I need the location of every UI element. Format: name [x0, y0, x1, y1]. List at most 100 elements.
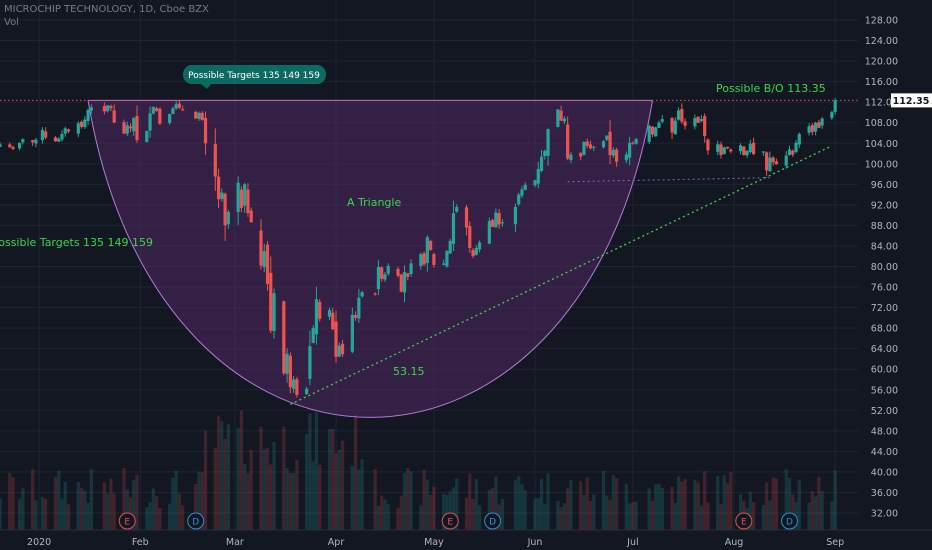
- earnings-marker[interactable]: [118, 512, 136, 530]
- candle-body: [738, 145, 743, 152]
- volume-bar: [383, 499, 387, 530]
- volume-bar: [624, 484, 628, 530]
- event-marker-label: E: [124, 518, 130, 528]
- volume-bar: [813, 496, 818, 530]
- candle-body: [745, 150, 749, 156]
- y-tick-label: 124.00: [865, 36, 898, 47]
- volume-bar: [585, 477, 589, 530]
- volume-bar: [566, 488, 570, 530]
- x-tick-label: May: [424, 537, 444, 548]
- volume-bar: [350, 465, 354, 530]
- earnings-marker[interactable]: [735, 512, 753, 530]
- volume-bar: [57, 470, 61, 530]
- volume-bar: [269, 464, 273, 530]
- candle-body: [742, 146, 746, 156]
- candle-body: [402, 272, 407, 293]
- volume-bar: [660, 487, 664, 530]
- price-axis[interactable]: 128.00 124.00 120.00 116.00 112.00 108.00 104.…: [865, 16, 898, 520]
- candle-body: [135, 115, 139, 141]
- candle-body: [513, 206, 518, 225]
- candle-body: [259, 230, 263, 266]
- volume-bar: [86, 502, 90, 530]
- volume-bar: [357, 469, 361, 530]
- candle-body: [63, 128, 67, 134]
- candle-body: [148, 113, 152, 131]
- candle-body: [122, 122, 126, 134]
- volume-bar: [8, 472, 12, 530]
- candle-body: [500, 222, 505, 224]
- candle-body: [223, 193, 227, 226]
- candle-body: [331, 312, 335, 330]
- candle-body: [236, 182, 240, 213]
- candle-body: [706, 139, 710, 151]
- volume-bar: [311, 461, 315, 530]
- candle-body: [386, 265, 390, 274]
- candle-body: [813, 122, 818, 132]
- candle-body: [112, 110, 116, 123]
- volume-bar: [830, 501, 834, 530]
- volume-bar: [112, 493, 116, 530]
- candle-body: [34, 139, 38, 144]
- candle-body: [194, 111, 198, 119]
- candle-body: [765, 152, 769, 171]
- candle-body: [272, 293, 276, 332]
- candle-body: [409, 263, 413, 274]
- volume-bar: [605, 495, 609, 530]
- volume-bar: [451, 487, 456, 530]
- candle-body: [810, 125, 814, 132]
- candle-body: [471, 249, 475, 257]
- time-axis[interactable]: 2020 Feb Mar Apr May Jun Jul Aug Sep: [0, 529, 932, 548]
- y-tick-label: 76.00: [871, 283, 898, 294]
- volume-bar: [448, 491, 452, 530]
- volume-bar: [432, 486, 436, 530]
- dividend-marker[interactable]: [484, 512, 502, 530]
- candle-body: [425, 237, 429, 263]
- volume-bar: [53, 477, 58, 530]
- volume-bar: [63, 481, 67, 530]
- candle-body: [566, 124, 570, 159]
- candle-body: [76, 123, 80, 134]
- candle-body: [226, 212, 230, 225]
- candle-body: [650, 126, 655, 135]
- dividend-marker[interactable]: [187, 512, 205, 530]
- candle-body: [269, 272, 273, 331]
- volume-bar: [399, 495, 403, 530]
- volume-bar: [631, 502, 635, 530]
- candle-body: [396, 268, 400, 276]
- volume-bar: [680, 481, 684, 530]
- candle-body: [305, 388, 309, 395]
- candle-body: [86, 109, 90, 122]
- volume-bar: [683, 479, 687, 530]
- candle-body: [53, 137, 58, 142]
- candle-body: [203, 117, 208, 144]
- earnings-marker[interactable]: [441, 512, 459, 530]
- volume-bar: [703, 471, 707, 530]
- candle-body: [132, 118, 136, 132]
- volume-bar: [197, 471, 201, 530]
- candle-body: [817, 122, 821, 128]
- volume-bar: [791, 494, 795, 530]
- candle-body: [158, 108, 162, 124]
- volume-bar: [200, 472, 204, 530]
- targets-callout[interactable]: Possible Targets 135 149 159: [183, 65, 326, 89]
- candle-body: [373, 293, 377, 295]
- volume-bar: [386, 504, 390, 530]
- volume-bar: [122, 468, 126, 530]
- volume-bar: [0, 498, 2, 530]
- volume-bar: [285, 468, 289, 530]
- y-tick-label: 60.00: [871, 365, 898, 376]
- candle-body: [722, 147, 726, 154]
- volume-bar: [513, 480, 518, 530]
- candle-body: [357, 297, 361, 319]
- last-price-badge: 112.35: [891, 93, 932, 108]
- volume-bar: [83, 490, 87, 530]
- candle-body: [448, 240, 452, 254]
- volume-bar: [282, 426, 286, 530]
- candle-body: [337, 345, 341, 357]
- dividend-marker[interactable]: [780, 512, 798, 530]
- volume-bar: [807, 502, 811, 530]
- candle-body: [703, 116, 707, 137]
- volume-bar: [292, 473, 296, 530]
